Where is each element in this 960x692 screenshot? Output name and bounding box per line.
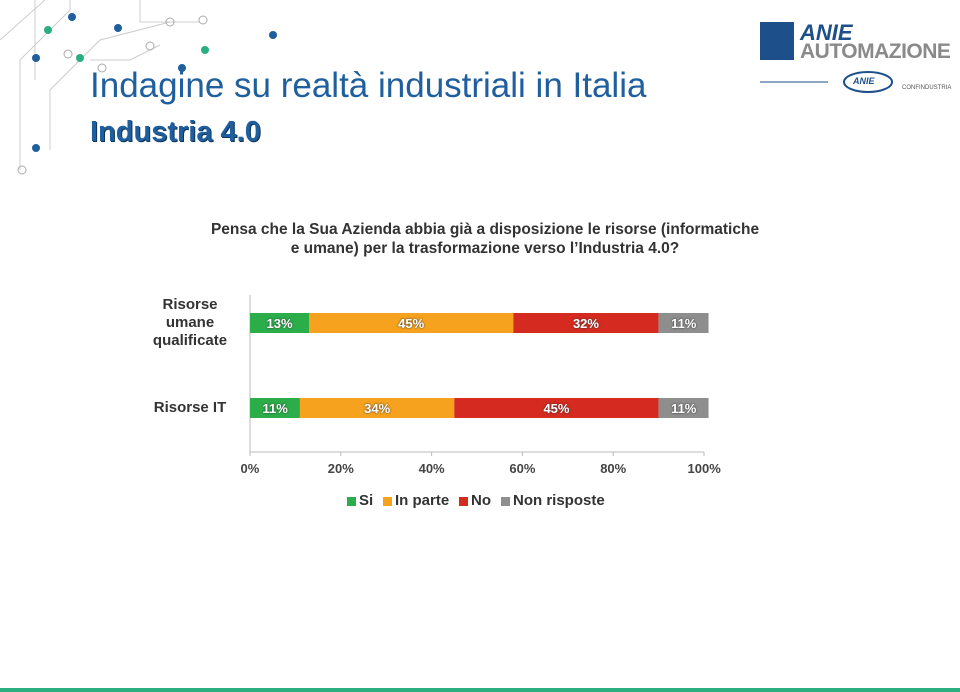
- bar-segment: [309, 313, 514, 333]
- legend-swatch: [459, 497, 468, 506]
- x-tick-label: 20%: [327, 461, 354, 476]
- legend-label: Non risposte: [513, 492, 605, 509]
- x-tick-label: 80%: [600, 461, 627, 476]
- value-label: 13%: [266, 315, 293, 331]
- circuit-dots: [17, 13, 277, 175]
- bottom-bar: [0, 688, 960, 692]
- x-tick-label: 40%: [418, 461, 445, 476]
- x-tick-label: 0%: [240, 461, 260, 476]
- legend-swatch: [383, 497, 392, 506]
- x-tick-label: 60%: [509, 461, 536, 476]
- legend-label: In parte: [395, 492, 450, 509]
- bar-segment: [658, 398, 709, 418]
- x-tick-label: 100%: [687, 461, 721, 476]
- legend-swatch: [501, 497, 510, 506]
- logo-mark: [760, 22, 893, 93]
- logo-affiliation: CONFINDUSTRIA: [902, 85, 952, 91]
- bar-segment: [299, 398, 455, 418]
- value-label: 11%: [671, 400, 697, 416]
- legend-label: No: [471, 492, 491, 509]
- bar-segment: [250, 313, 310, 333]
- value-label: 45%: [543, 400, 570, 416]
- slide-title: Indagine su realtà industriali in Italia: [90, 66, 647, 105]
- value-label: 32%: [572, 315, 599, 331]
- category-label: Risorse IT: [153, 399, 227, 416]
- value-label: 45%: [398, 315, 425, 331]
- category-label: Risorse umane qualificate: [152, 296, 228, 349]
- bar-segment: [250, 398, 300, 418]
- legend-swatch: [347, 497, 356, 506]
- chart-title: Pensa che la Sua Azienda abbia già a dis…: [210, 221, 760, 257]
- logo-brand: ANIE: [800, 20, 853, 45]
- value-label: 34%: [364, 400, 391, 416]
- logo-name: AUTOMAZIONE: [800, 40, 951, 63]
- slide-subtitle: Industria 4.0: [90, 116, 261, 148]
- legend-label: Si: [359, 492, 374, 509]
- circuit-lines: [0, 0, 200, 170]
- bar-segment: [658, 313, 709, 333]
- bar-segment: [513, 313, 659, 333]
- value-label: 11%: [671, 315, 697, 331]
- bar-segment: [454, 398, 659, 418]
- logo-badge: ANIE: [853, 76, 875, 86]
- value-label: 11%: [262, 400, 288, 416]
